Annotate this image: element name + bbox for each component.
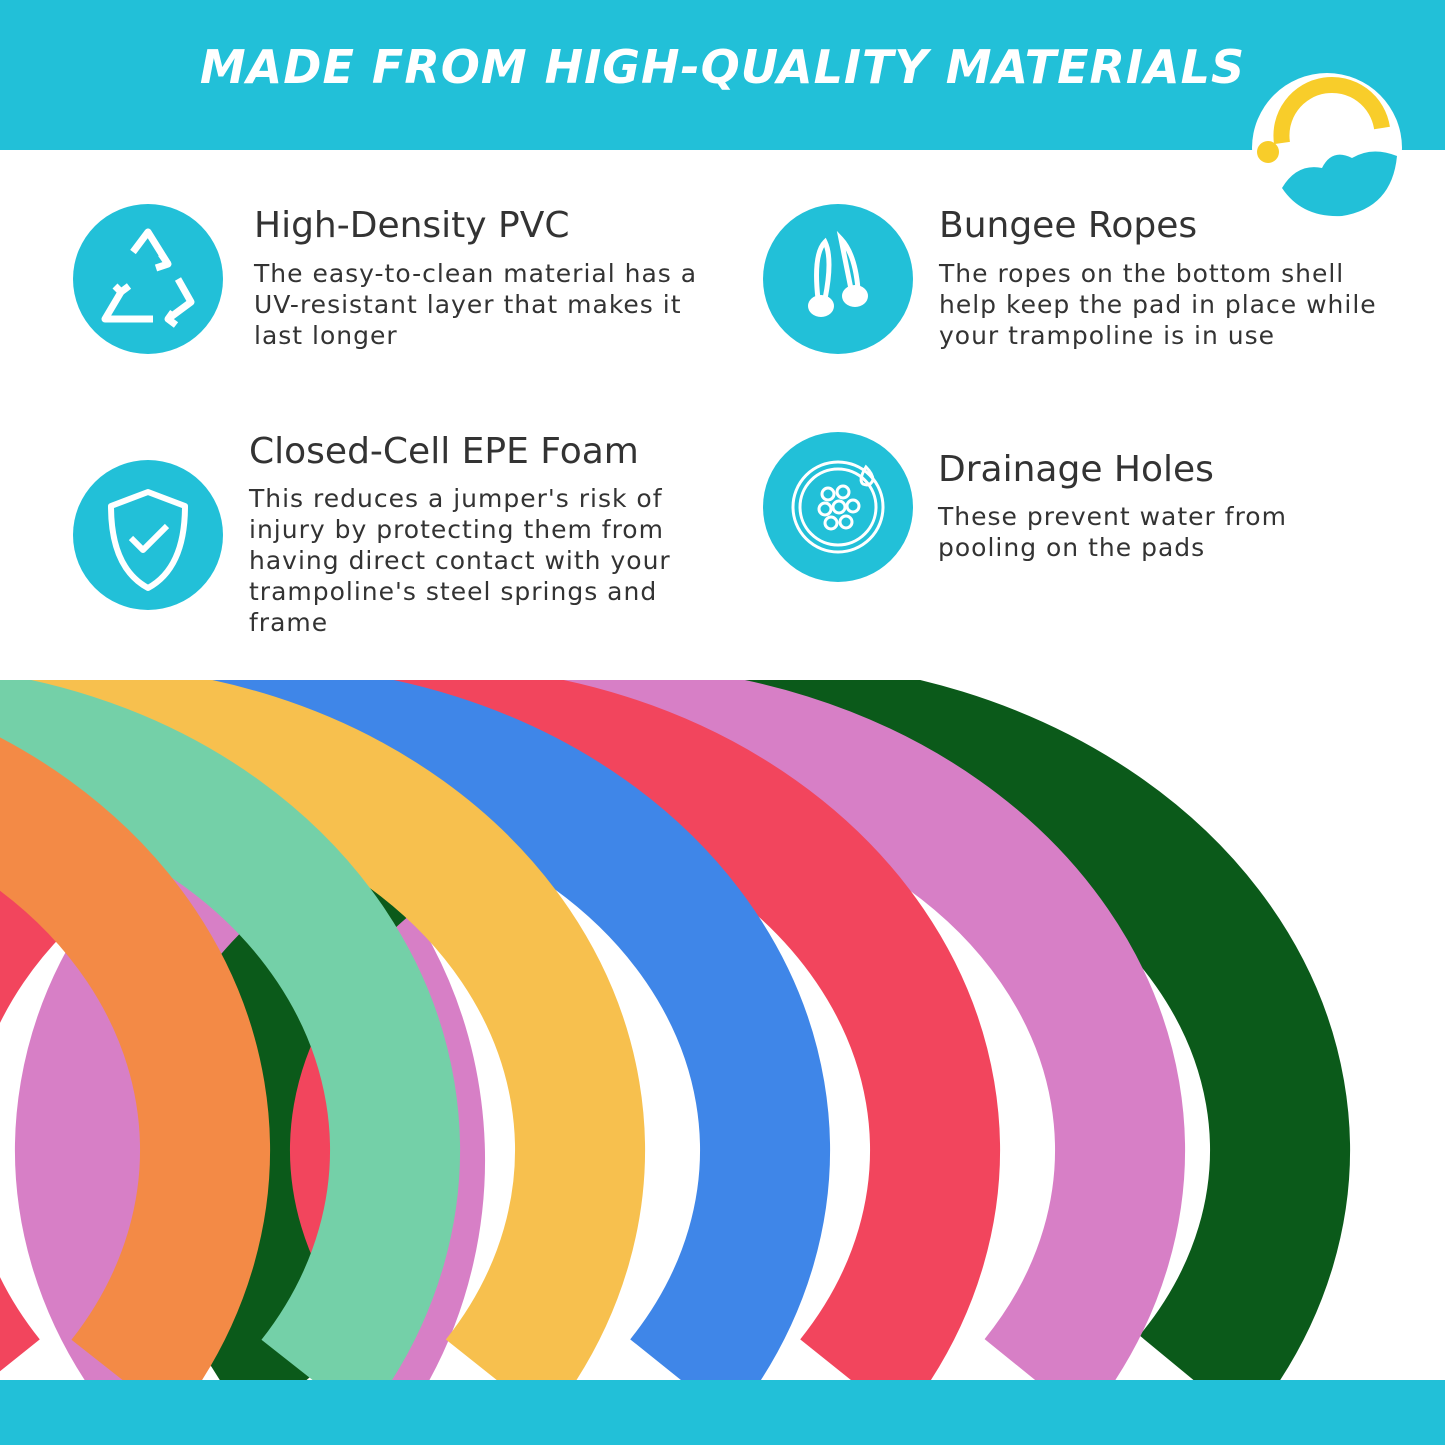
feature-title: High-Density PVC bbox=[254, 205, 570, 246]
feature-body: The easy-to-clean material has a UV-resi… bbox=[254, 259, 698, 350]
drainage-holes-icon bbox=[763, 432, 913, 582]
feature-title: Drainage Holes bbox=[938, 449, 1214, 490]
bungee-rope-icon bbox=[763, 204, 913, 354]
pad-ring bbox=[0, 730, 345, 1380]
pad-ring bbox=[0, 680, 460, 1380]
rainbow-cloud-logo bbox=[1252, 73, 1402, 223]
feature-body: These prevent water from pooling on the … bbox=[938, 502, 1287, 562]
feature-title: Bungee Ropes bbox=[939, 205, 1198, 246]
trampoline-pads-photo bbox=[0, 680, 1350, 1380]
recycle-icon bbox=[73, 204, 223, 354]
footer-band bbox=[0, 1380, 1445, 1445]
feature-title: Closed-Cell EPE Foam bbox=[249, 431, 639, 472]
feature-body: This reduces a jumper's risk of injury b… bbox=[249, 484, 671, 637]
pad-ring bbox=[0, 737, 270, 1380]
headline: MADE FROM HIGH-QUALITY MATERIALS bbox=[199, 40, 1246, 94]
shield-check-icon bbox=[73, 460, 223, 610]
feature-body: The ropes on the bottom shell help keep … bbox=[939, 259, 1377, 350]
header-band bbox=[0, 0, 1445, 150]
